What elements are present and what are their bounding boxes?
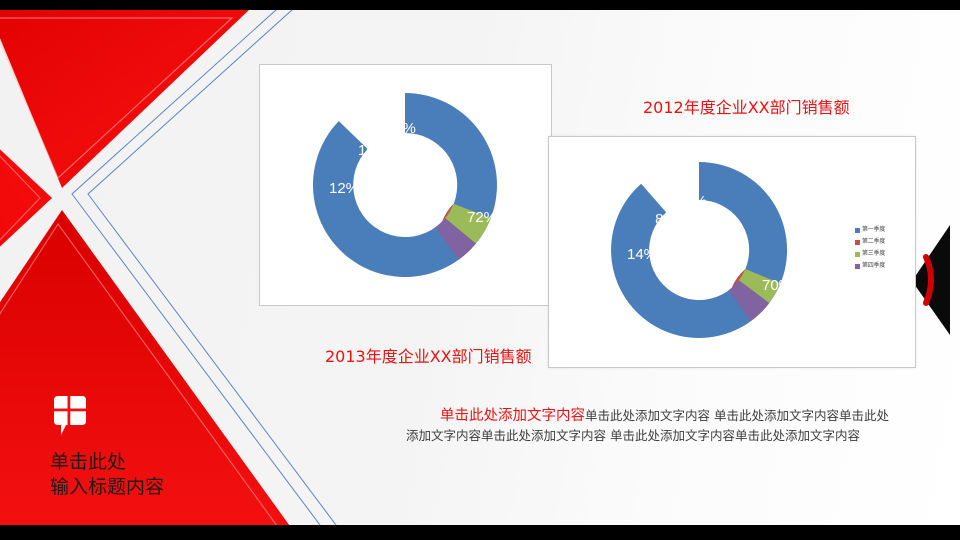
caption-2013: 2013年度企业XX部门销售额 [325,347,532,366]
chart-panel-2013[interactable]: 72% 12% 10% 6% [259,64,552,306]
caption-2012: 2012年度企业XX部门销售额 [643,98,850,117]
donut-label-q4: 8% [685,193,707,210]
legend-label-q1: 第一季度 [862,226,886,233]
legend-item-q1[interactable]: 第一季度 [855,225,911,235]
legend-label-q4: 第四季度 [862,262,886,269]
right-arrow-wedge [912,225,960,335]
legend-swatch-q4 [855,263,860,269]
donut-slice-q4 [435,218,476,260]
body-rest: 单击此处添加文字内容 单击此处添加文字内容单击此处添加文字内容单击此处添加文字内… [406,408,889,443]
page-title-line1: 单击此处 [50,451,127,473]
donut-label-q3: 10% [358,142,388,159]
donut-label-q4: 6% [394,120,416,137]
donut-label-q3: 8% [655,211,677,228]
legend-item-q2[interactable]: 第二季度 [855,237,911,247]
donut-label-q1: 72% [467,209,497,226]
legend-label-q3: 第三季度 [862,250,886,257]
speech-bubble-icon [50,396,90,438]
chart-legend: 第一季度 第二季度 第三季度 第四季度 [855,225,911,273]
legend-swatch-q1 [855,227,860,233]
donut-slice-q3 [738,269,781,304]
legend-swatch-q3 [855,251,860,257]
slide-background: 72% 12% 10% 6% [0,10,960,525]
donut-chart-2012: 70% 14% 8% 8% [549,137,915,367]
legend-item-q3[interactable]: 第三季度 [855,249,911,259]
page-title: 单击此处输入标题内容 [50,450,164,500]
donut-slice-q3 [445,203,491,244]
legend-label-q2: 第二季度 [862,238,886,245]
legend-item-q4[interactable]: 第四季度 [855,261,911,271]
chart-panel-2012[interactable]: 70% 14% 8% 8% 第一季度 第二季度 第三季度 [548,136,916,368]
donut-label-q1: 70% [762,277,792,294]
legend-swatch-q2 [855,239,860,245]
body-paragraph[interactable]: 单击此处添加文字内容单击此处添加文字内容 单击此处添加文字内容单击此处添加文字内… [406,406,898,445]
donut-chart-2013: 72% 12% 10% 6% [260,65,551,305]
donut-label-q2: 12% [329,180,359,197]
body-accent-lead: 单击此处添加文字内容 [440,408,585,424]
donut-slice-q4 [728,280,770,322]
page-title-line2: 输入标题内容 [50,476,165,498]
donut-label-q2: 14% [627,246,657,263]
